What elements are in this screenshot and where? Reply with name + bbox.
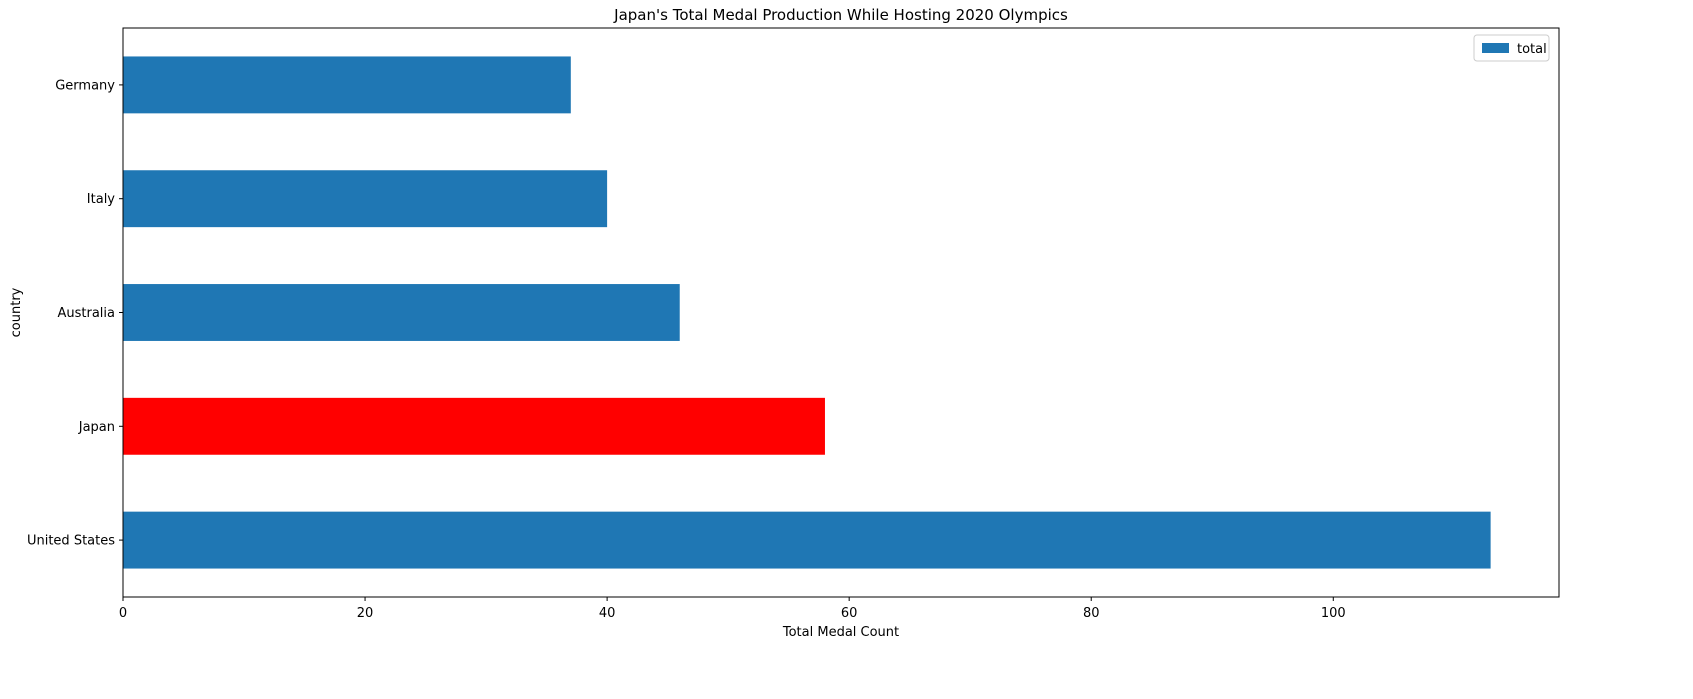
x-tick-label: 0 (119, 606, 127, 621)
bar-united-states (123, 511, 1491, 569)
legend-box (1473, 34, 1550, 62)
bar-germany (123, 56, 571, 114)
x-axis-ticks: 0 20 40 60 80 100 (119, 597, 1346, 621)
x-tick-label: 80 (1083, 606, 1100, 621)
legend-entry-total: total (1517, 42, 1547, 57)
bars-group (123, 56, 1491, 569)
bar-italy (123, 170, 608, 228)
chart-title: Japan's Total Medal Production While Hos… (613, 6, 1068, 24)
y-tick-label: Australia (57, 306, 115, 321)
x-axis-label: Total Medal Count (782, 625, 899, 640)
x-tick-label: 40 (599, 606, 616, 621)
legend: total (1473, 34, 1550, 62)
y-axis-ticks: United States Japan Australia Italy Germany (27, 78, 123, 549)
x-tick-label: 20 (357, 606, 374, 621)
y-tick-label: Japan (78, 420, 115, 435)
x-tick-label: 100 (1321, 606, 1346, 621)
bar-japan (123, 397, 825, 455)
legend-swatch (1482, 43, 1509, 53)
y-tick-label: Germany (55, 78, 115, 93)
plot-frame (122, 27, 1560, 598)
y-tick-label: Italy (87, 192, 116, 207)
y-axis-label: country (9, 287, 24, 337)
bar-australia (123, 284, 680, 341)
x-tick-label: 60 (841, 606, 858, 621)
y-tick-label: United States (27, 534, 115, 549)
